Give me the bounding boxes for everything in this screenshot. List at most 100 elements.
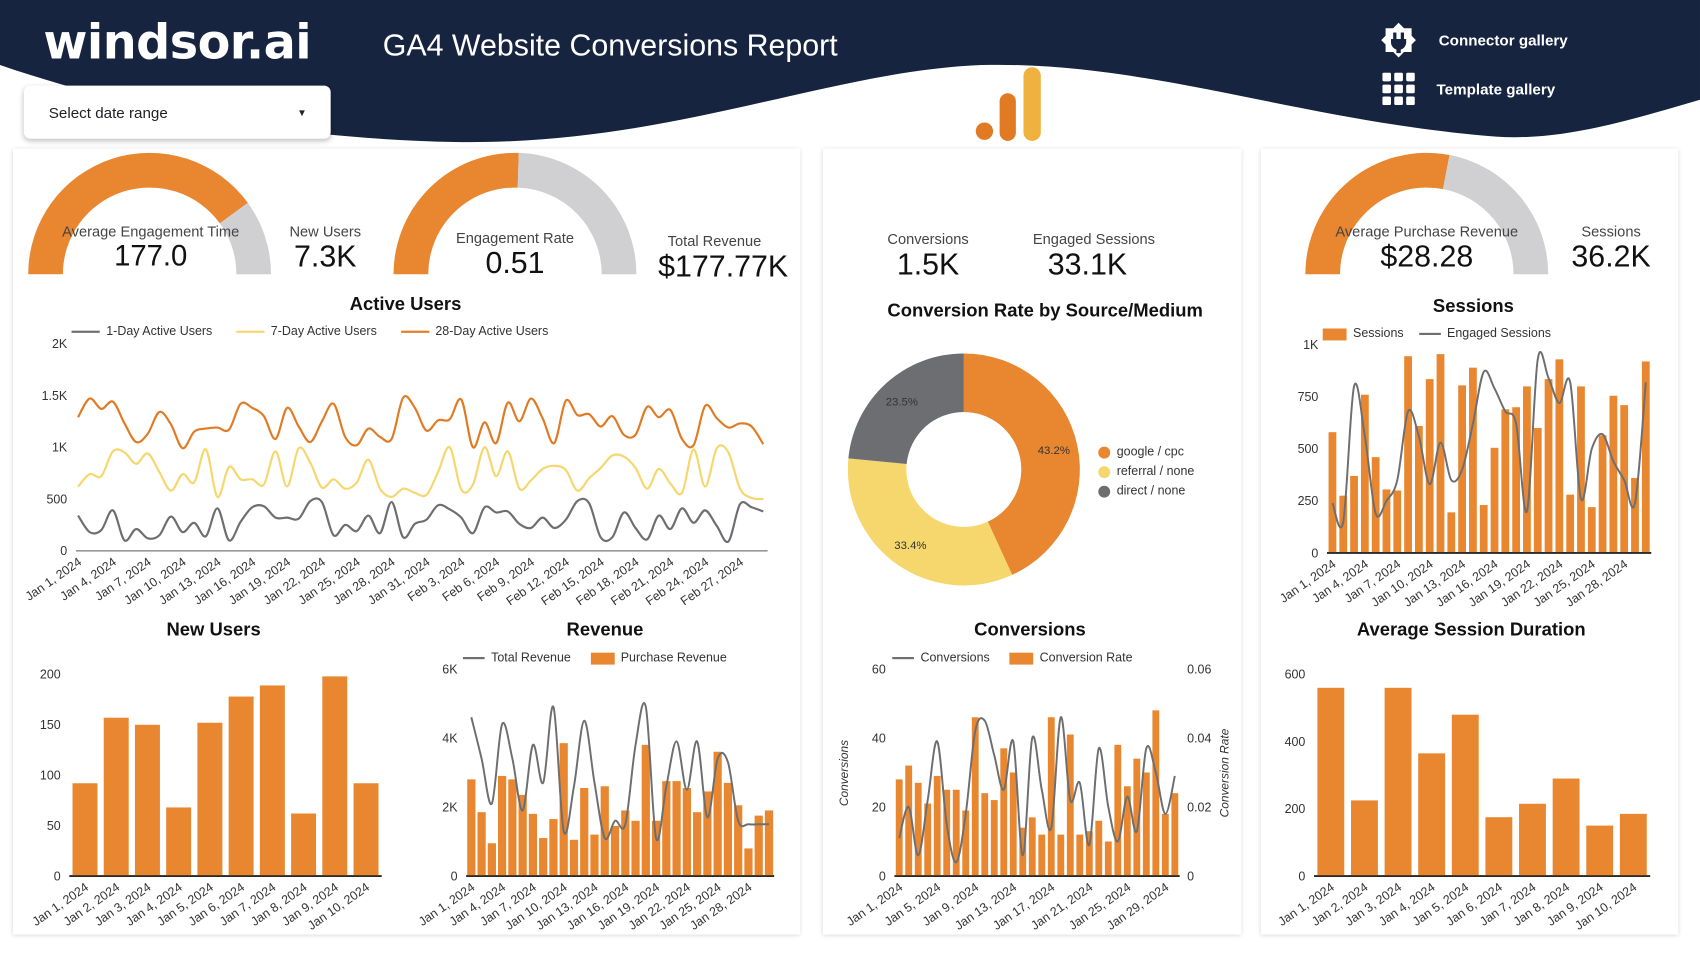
bar[interactable]	[134, 724, 160, 877]
bar[interactable]	[1019, 827, 1027, 877]
legend-item[interactable]: 28-Day Active Users	[400, 325, 548, 338]
bar[interactable]	[600, 786, 609, 877]
bar[interactable]	[1317, 687, 1345, 877]
bar[interactable]	[1114, 744, 1122, 877]
bar[interactable]	[1085, 831, 1093, 877]
bar[interactable]	[682, 788, 691, 877]
bar[interactable]	[477, 812, 486, 877]
bar[interactable]	[621, 810, 630, 877]
bar[interactable]	[322, 676, 348, 877]
bar[interactable]	[1384, 687, 1412, 877]
bar[interactable]	[1000, 748, 1008, 877]
bar[interactable]	[197, 722, 223, 877]
donut-slice[interactable]	[963, 353, 1080, 575]
bar[interactable]	[1619, 813, 1647, 877]
bar[interactable]	[990, 800, 998, 877]
date-range-selector[interactable]: Select date range ▼	[23, 85, 331, 139]
bar[interactable]	[924, 803, 932, 877]
legend-item[interactable]: Total Revenue	[462, 652, 571, 665]
legend-item[interactable]: referral / none	[1098, 462, 1194, 482]
bar[interactable]	[1552, 778, 1580, 877]
bar[interactable]	[1523, 386, 1531, 553]
bar[interactable]	[539, 838, 548, 877]
bar[interactable]	[508, 779, 517, 877]
bar[interactable]	[1404, 356, 1412, 553]
bar[interactable]	[569, 839, 579, 877]
bar[interactable]	[1641, 361, 1650, 553]
bar[interactable]	[1512, 407, 1521, 553]
bar[interactable]	[1171, 793, 1179, 877]
bar[interactable]	[1382, 489, 1391, 553]
bar[interactable]	[1587, 507, 1596, 553]
bar[interactable]	[166, 807, 192, 877]
bar[interactable]	[1371, 457, 1380, 553]
donut-slice[interactable]	[847, 458, 1013, 586]
bar[interactable]	[1350, 800, 1378, 877]
bar[interactable]	[1038, 834, 1046, 877]
bar[interactable]	[1451, 714, 1479, 877]
bar[interactable]	[1501, 409, 1510, 553]
bar[interactable]	[528, 813, 538, 877]
bar[interactable]	[291, 813, 317, 877]
legend-item[interactable]: Purchase Revenue	[590, 652, 727, 665]
bar[interactable]	[1104, 841, 1112, 877]
bar[interactable]	[1418, 753, 1446, 877]
bar[interactable]	[518, 794, 527, 877]
legend-item[interactable]: direct / none	[1098, 481, 1194, 501]
bar[interactable]	[1566, 494, 1575, 553]
donut-slice[interactable]	[848, 353, 964, 464]
bar[interactable]	[1485, 817, 1513, 877]
template-gallery-link[interactable]: Template gallery	[1382, 72, 1555, 106]
bar[interactable]	[1490, 447, 1499, 553]
bar[interactable]	[1028, 817, 1036, 877]
bar[interactable]	[1076, 834, 1084, 877]
bar[interactable]	[1414, 425, 1423, 553]
bar[interactable]	[693, 812, 702, 877]
bar[interactable]	[1519, 803, 1546, 877]
bar[interactable]	[895, 779, 903, 877]
bar[interactable]	[914, 782, 922, 877]
bar[interactable]	[933, 775, 941, 877]
bar[interactable]	[487, 843, 496, 877]
bar[interactable]	[1047, 717, 1055, 877]
bar[interactable]	[1133, 758, 1141, 877]
bar[interactable]	[662, 781, 671, 877]
bar[interactable]	[1142, 772, 1150, 877]
bar[interactable]	[1609, 395, 1618, 553]
bar[interactable]	[1555, 359, 1564, 553]
bar[interactable]	[631, 820, 640, 877]
bar[interactable]	[1095, 820, 1103, 877]
bar[interactable]	[1161, 813, 1169, 877]
bar[interactable]	[1425, 379, 1434, 553]
bar[interactable]	[1544, 379, 1553, 553]
bar[interactable]	[672, 781, 681, 877]
bar[interactable]	[971, 717, 979, 877]
bar[interactable]	[498, 775, 507, 877]
bar[interactable]	[723, 782, 733, 877]
bar[interactable]	[1057, 834, 1065, 877]
bar[interactable]	[1577, 386, 1585, 553]
legend-item[interactable]: 1-Day Active Users	[71, 325, 212, 338]
bar[interactable]	[943, 789, 951, 877]
legend-item[interactable]: google / cpc	[1098, 442, 1194, 462]
bar[interactable]	[1152, 710, 1160, 877]
bar[interactable]	[744, 848, 753, 877]
bar[interactable]	[1123, 786, 1131, 877]
bar[interactable]	[467, 779, 476, 877]
bar[interactable]	[72, 783, 98, 877]
connector-gallery-link[interactable]: Connector gallery	[1380, 22, 1568, 59]
bar[interactable]	[1598, 435, 1607, 553]
legend-item[interactable]: Sessions	[1322, 327, 1404, 340]
bar[interactable]	[981, 793, 989, 877]
bar[interactable]	[1009, 772, 1017, 877]
legend-item[interactable]: Engaged Sessions	[1418, 327, 1551, 340]
bar[interactable]	[1360, 394, 1369, 553]
bar[interactable]	[590, 834, 599, 877]
bar[interactable]	[580, 788, 589, 877]
bar[interactable]	[1631, 477, 1639, 553]
bar[interactable]	[549, 819, 558, 877]
legend-item[interactable]: 7-Day Active Users	[236, 325, 377, 338]
bar[interactable]	[559, 743, 568, 877]
bar[interactable]	[353, 783, 379, 877]
bar[interactable]	[651, 820, 661, 877]
